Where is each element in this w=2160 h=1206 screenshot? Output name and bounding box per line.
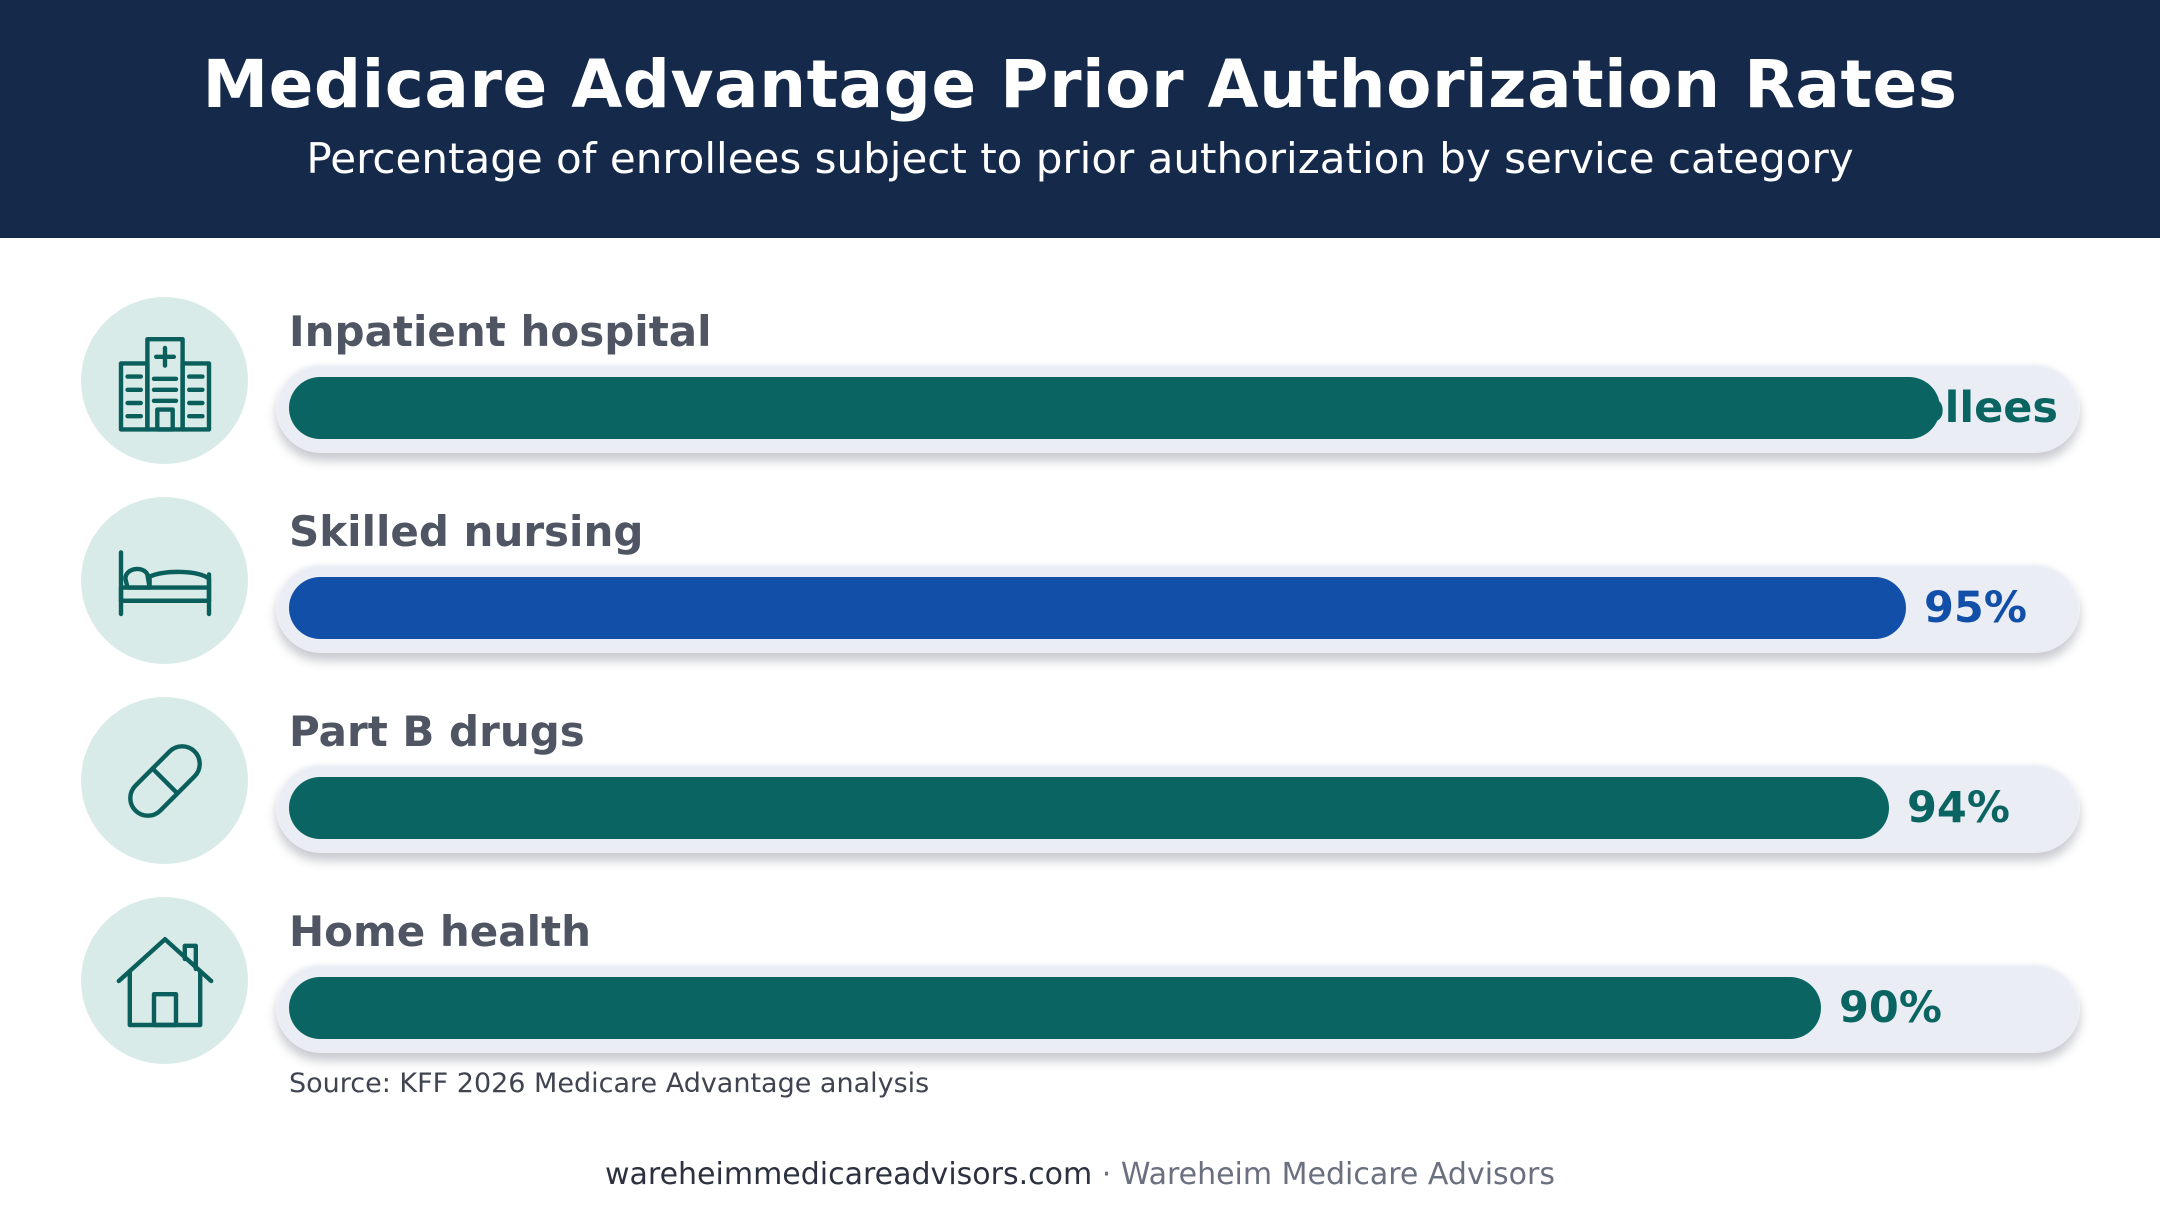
bar-value-label: 95% [1924, 583, 2027, 633]
bar-track: 97% of enrollees [276, 363, 2080, 453]
bar-row: Inpatient hospital 97% of enrollees [0, 297, 2160, 477]
footer: wareheimmedicareadvisors.com · Wareheim … [0, 1157, 2160, 1192]
bar-category-label: Part B drugs [289, 707, 585, 756]
footer-brand: Wareheim Medicare Advisors [1120, 1157, 1555, 1192]
hospital-icon [81, 297, 248, 464]
bar [289, 577, 1906, 639]
header-banner: Medicare Advantage Prior Authorization R… [0, 0, 2160, 238]
bar-value-label: 94% [1907, 783, 2010, 833]
footer-website-link[interactable]: wareheimmedicareadvisors.com [604, 1157, 1093, 1192]
bar [289, 977, 1821, 1039]
bar-category-label: Home health [289, 907, 591, 956]
bar-value-label: 97% of enrollees [1652, 383, 2058, 433]
pill-icon [81, 697, 248, 864]
bar [289, 377, 1940, 439]
source-note: Source: KFF 2026 Medicare Advantage anal… [289, 1068, 930, 1099]
bar-row: Part B drugs 94% [0, 697, 2160, 877]
bar-track: 94% [276, 763, 2080, 853]
bar-track: 95% [276, 563, 2080, 653]
bar-category-label: Inpatient hospital [289, 307, 712, 356]
bar [289, 777, 1889, 839]
bed-icon [81, 497, 248, 664]
bar-category-label: Skilled nursing [289, 507, 644, 556]
bar-row: Skilled nursing 95% [0, 497, 2160, 677]
bar-track: 90% [276, 963, 2080, 1053]
chart-title: Medicare Advantage Prior Authorization R… [202, 46, 1958, 123]
chart-subtitle: Percentage of enrollees subject to prior… [306, 134, 1854, 183]
house-icon [81, 897, 248, 1064]
bar-row: Home health 90% [0, 897, 2160, 1077]
bar-value-label: 90% [1839, 983, 1942, 1033]
footer-separator: · [1092, 1157, 1121, 1192]
